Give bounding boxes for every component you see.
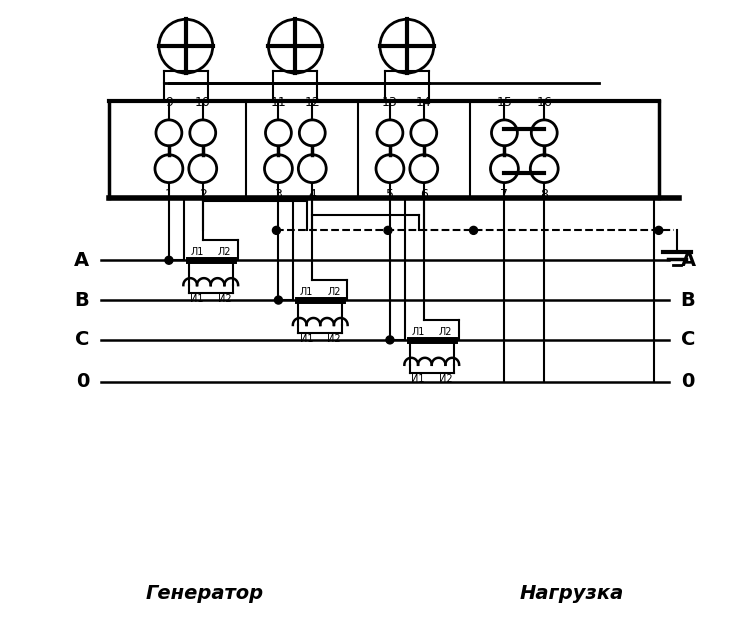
Text: 8: 8 xyxy=(540,188,548,200)
Text: C: C xyxy=(681,330,695,350)
Text: 12: 12 xyxy=(304,96,320,109)
Circle shape xyxy=(470,226,478,234)
Text: 1: 1 xyxy=(165,188,172,200)
Text: 6: 6 xyxy=(420,188,428,200)
Text: 0: 0 xyxy=(76,372,89,391)
Text: И1: И1 xyxy=(411,374,424,384)
Text: B: B xyxy=(74,290,89,309)
Text: 13: 13 xyxy=(382,96,398,109)
Circle shape xyxy=(386,336,394,344)
Circle shape xyxy=(655,226,663,234)
Circle shape xyxy=(384,226,392,234)
Text: C: C xyxy=(75,330,89,350)
Text: 14: 14 xyxy=(416,96,432,109)
Text: Л1: Л1 xyxy=(411,327,424,337)
Text: 4: 4 xyxy=(308,188,316,200)
Circle shape xyxy=(274,296,283,304)
Text: 9: 9 xyxy=(165,96,172,109)
Text: И1: И1 xyxy=(300,334,313,344)
Text: Л1: Л1 xyxy=(190,247,204,257)
Text: Л2: Л2 xyxy=(439,327,452,337)
Circle shape xyxy=(165,256,173,264)
Text: И2: И2 xyxy=(327,334,340,344)
Text: Л2: Л2 xyxy=(327,287,340,297)
Text: 2: 2 xyxy=(199,188,207,200)
Text: И2: И2 xyxy=(439,374,452,384)
Text: Л2: Л2 xyxy=(217,247,231,257)
Text: 0: 0 xyxy=(681,372,694,391)
Text: 5: 5 xyxy=(386,188,394,200)
Text: 3: 3 xyxy=(274,188,282,200)
Text: B: B xyxy=(681,290,695,309)
Text: A: A xyxy=(681,251,696,270)
Text: 7: 7 xyxy=(500,188,508,200)
Text: 10: 10 xyxy=(195,96,211,109)
Text: И1: И1 xyxy=(190,294,204,304)
Text: 11: 11 xyxy=(271,96,286,109)
Text: И2: И2 xyxy=(217,294,231,304)
Text: Генератор: Генератор xyxy=(146,584,264,604)
Text: 16: 16 xyxy=(536,96,552,109)
Circle shape xyxy=(272,226,280,234)
Text: 15: 15 xyxy=(496,96,512,109)
Text: Нагрузка: Нагрузка xyxy=(519,584,623,604)
Text: A: A xyxy=(74,251,89,270)
Text: Л1: Л1 xyxy=(300,287,313,297)
